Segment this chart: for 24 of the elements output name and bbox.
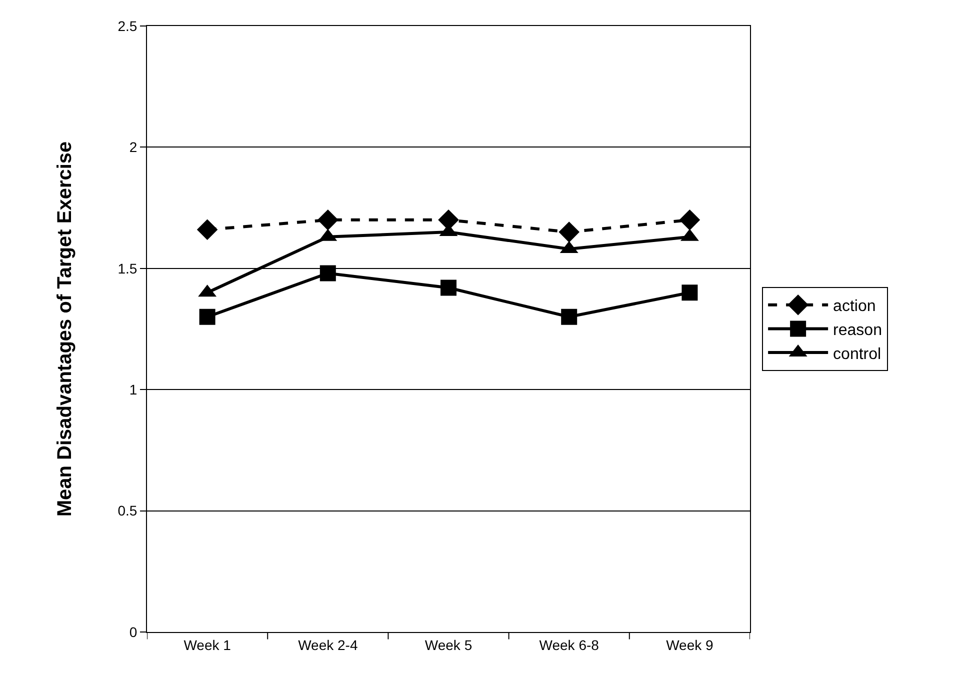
- x-tick-label: Week 5: [424, 636, 472, 653]
- x-tick-label: Week 6-8: [539, 636, 600, 653]
- y-tick-label: 1.5: [118, 260, 138, 276]
- legend-label: reason: [833, 322, 882, 339]
- y-tick-label: 0: [129, 624, 138, 640]
- point: [679, 210, 700, 230]
- y-axis-title: Mean Disadvantages of Target Exercise: [54, 141, 76, 517]
- legend-label: control: [833, 346, 882, 363]
- y-tick-label: 1: [129, 382, 138, 398]
- y-tick-label: 0.5: [118, 502, 138, 519]
- point: [320, 265, 336, 282]
- point: [199, 308, 216, 325]
- legend-label: action: [833, 298, 876, 316]
- y-tick-label: 2.5: [118, 18, 138, 34]
- x-tick-label: Week 1: [184, 636, 232, 653]
- x-tick-label: Week 9: [666, 636, 714, 653]
- point: [558, 222, 580, 242]
- x-tick-label: Week 2-4: [298, 636, 358, 653]
- point: [318, 210, 338, 230]
- point: [561, 308, 578, 325]
- point: [440, 280, 456, 296]
- y-tick-label: 2: [129, 139, 138, 156]
- point: [682, 284, 698, 301]
- point: [196, 219, 218, 240]
